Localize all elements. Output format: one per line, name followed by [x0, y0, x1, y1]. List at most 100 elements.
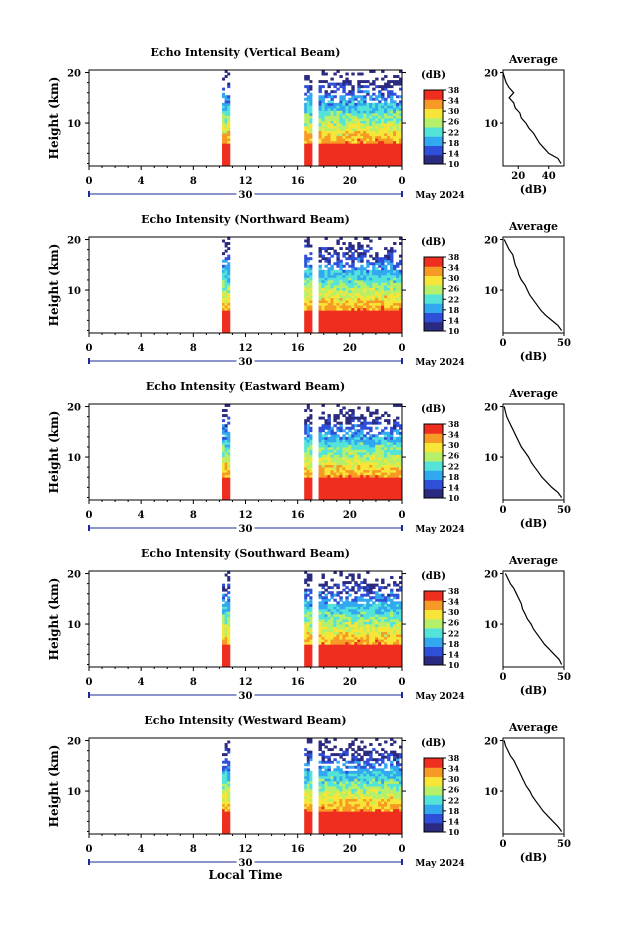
heatmap-cell: [327, 163, 331, 167]
heatmap-cell: [304, 421, 308, 425]
heatmap-cell: [396, 452, 400, 455]
heatmap-cell: [375, 613, 379, 617]
heatmap-cell: [375, 128, 379, 132]
heatmap-cell: [336, 760, 340, 764]
average-profile-line: [504, 573, 563, 665]
heatmap-cell: [393, 75, 397, 78]
date-label: May 2024: [415, 525, 464, 535]
heatmap-cell: [345, 100, 349, 104]
heatmap-cell: [372, 287, 376, 291]
heatmap-cell: [396, 325, 400, 329]
heatmap-cell: [306, 758, 310, 762]
heatmap-cell: [306, 801, 310, 805]
heatmap-cell: [342, 82, 346, 86]
heatmap-cell: [327, 654, 331, 658]
heatmap-cell: [324, 646, 328, 650]
heatmap-cell: [318, 249, 322, 253]
heatmap-cell: [333, 300, 337, 304]
heatmap-cell: [399, 457, 403, 460]
heatmap-cell: [372, 160, 376, 164]
heatmap-cell: [366, 494, 370, 498]
heatmap-cell: [390, 125, 394, 129]
heatmap-cell: [309, 651, 313, 655]
heatmap-cell: [360, 320, 364, 324]
heatmap-cell: [321, 803, 325, 807]
heatmap-cell: [306, 115, 310, 119]
heatmap-cell: [333, 297, 337, 301]
heatmap-cell: [306, 654, 310, 658]
heatmap-cell: [309, 305, 313, 309]
heatmap-cell: [330, 90, 334, 94]
colorbar-swatch: [424, 294, 443, 304]
heatmap-cell: [387, 107, 391, 111]
heatmap-cell: [354, 479, 358, 483]
heatmap-cell: [227, 770, 231, 774]
heatmap-cell: [309, 409, 313, 412]
heatmap-cell: [372, 467, 376, 471]
heatmap-cell: [330, 285, 334, 288]
heatmap-cell: [366, 464, 370, 468]
heatmap-cell: [222, 274, 226, 278]
heatmap-cell: [384, 305, 388, 309]
heatmap-cell: [327, 112, 331, 116]
heatmap-cell: [304, 780, 308, 784]
heatmap-cell: [330, 479, 334, 483]
heatmap-cell: [324, 477, 328, 481]
heatmap-cell: [396, 160, 400, 164]
heatmap-cell: [399, 474, 403, 478]
heatmap-cell: [375, 469, 379, 473]
heatmap-cell: [333, 307, 337, 311]
heatmap-cell: [390, 279, 394, 283]
heatmap-cell: [224, 429, 228, 433]
colorbar-tick-label: 18: [448, 305, 460, 315]
heatmap-cell: [366, 262, 370, 266]
heatmap-cell: [318, 811, 322, 815]
heatmap-cell: [351, 641, 355, 645]
heatmap-cell: [222, 768, 226, 772]
heatmap-cell: [354, 497, 358, 501]
heatmap-cell: [324, 150, 328, 154]
heatmap-cell: [399, 664, 403, 668]
heatmap-cell: [357, 444, 361, 448]
heatmap-cell: [227, 128, 231, 132]
heatmap-cell: [357, 130, 361, 134]
heatmap-cell: [363, 613, 367, 617]
heatmap-cell: [384, 82, 388, 86]
heatmap-cell: [321, 823, 325, 827]
heatmap-cell: [390, 325, 394, 329]
heatmap-cell: [363, 611, 367, 615]
heatmap-cell: [336, 613, 340, 617]
heatmap-cell: [336, 102, 340, 106]
heatmap-cell: [366, 279, 370, 283]
heatmap-cell: [369, 120, 373, 124]
heatmap-cell: [327, 148, 331, 152]
heatmap-cell: [399, 636, 403, 640]
heatmap-cell: [309, 654, 313, 658]
heatmap-cell: [399, 629, 403, 633]
heatmap-cell: [360, 469, 364, 473]
heatmap-cell: [306, 472, 310, 476]
heatmap-cell: [224, 593, 228, 597]
heatmap-cell: [351, 411, 355, 415]
heatmap-cell: [345, 330, 349, 334]
heatmap-cell: [309, 791, 313, 794]
heatmap-cell: [357, 295, 361, 299]
heatmap-cell: [372, 472, 376, 476]
heatmap-cell: [321, 85, 325, 89]
heatmap-cell: [384, 123, 388, 126]
heatmap-cell: [363, 457, 367, 460]
heatmap-cell: [357, 72, 361, 76]
colorbar-swatch: [424, 461, 443, 471]
heatmap-cell: [330, 806, 334, 810]
heatmap-cell: [342, 654, 346, 658]
heatmap-cell: [304, 796, 308, 800]
heatmap-cell: [390, 153, 394, 157]
heatmap-cell: [327, 482, 331, 486]
heatmap-cell: [375, 252, 379, 256]
heatmap-cell: [222, 624, 226, 627]
heatmap-cell: [378, 279, 382, 283]
heatmap-cell: [342, 160, 346, 164]
heatmap-cell: [360, 297, 364, 301]
heatmap-cell: [399, 320, 403, 324]
heatmap-cell: [306, 285, 310, 288]
